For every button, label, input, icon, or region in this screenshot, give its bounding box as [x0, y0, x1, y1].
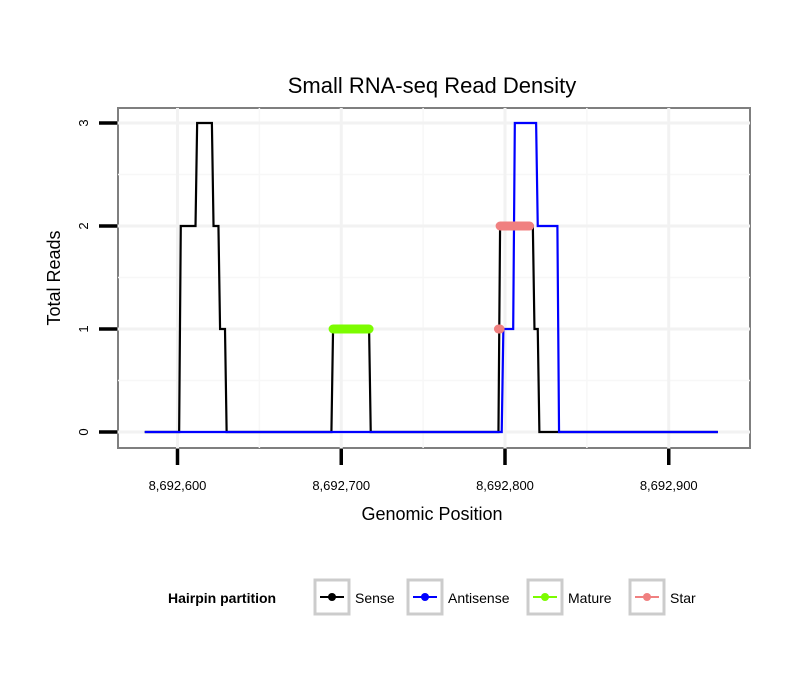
x-tick-label: 8,692,600	[149, 478, 207, 493]
legend-label-mature: Mature	[568, 590, 612, 606]
x-axis-title: Genomic Position	[361, 504, 502, 524]
x-axis: 8,692,600 8,692,700 8,692,800 8,692,900	[149, 449, 698, 493]
x-tick-label: 8,692,800	[476, 478, 534, 493]
chart-title: Small RNA-seq Read Density	[288, 73, 577, 98]
y-axis: 0 1 2 3	[76, 119, 117, 436]
y-tick-label: 0	[76, 428, 91, 435]
legend-label-star: Star	[670, 590, 696, 606]
y-tick-label: 3	[76, 119, 91, 126]
legend-key-sense-dot	[328, 593, 336, 601]
series-antisense-line	[144, 121, 718, 434]
legend-label-sense: Sense	[355, 590, 395, 606]
y-tick-label: 1	[76, 325, 91, 332]
y-tick-label: 2	[76, 222, 91, 229]
grid-minor	[118, 108, 750, 448]
legend-key-antisense-dot	[421, 593, 429, 601]
legend-key-mature-dot	[541, 593, 549, 601]
y-axis-title: Total Reads	[44, 230, 64, 325]
legend: Hairpin partition Sense Antisense Mature St…	[168, 578, 696, 616]
legend-key-star-dot	[643, 593, 651, 601]
x-tick-label: 8,692,900	[640, 478, 698, 493]
x-tick-label: 8,692,700	[312, 478, 370, 493]
legend-label-antisense: Antisense	[448, 590, 510, 606]
legend-title: Hairpin partition	[168, 590, 276, 606]
series-layer	[144, 121, 718, 434]
